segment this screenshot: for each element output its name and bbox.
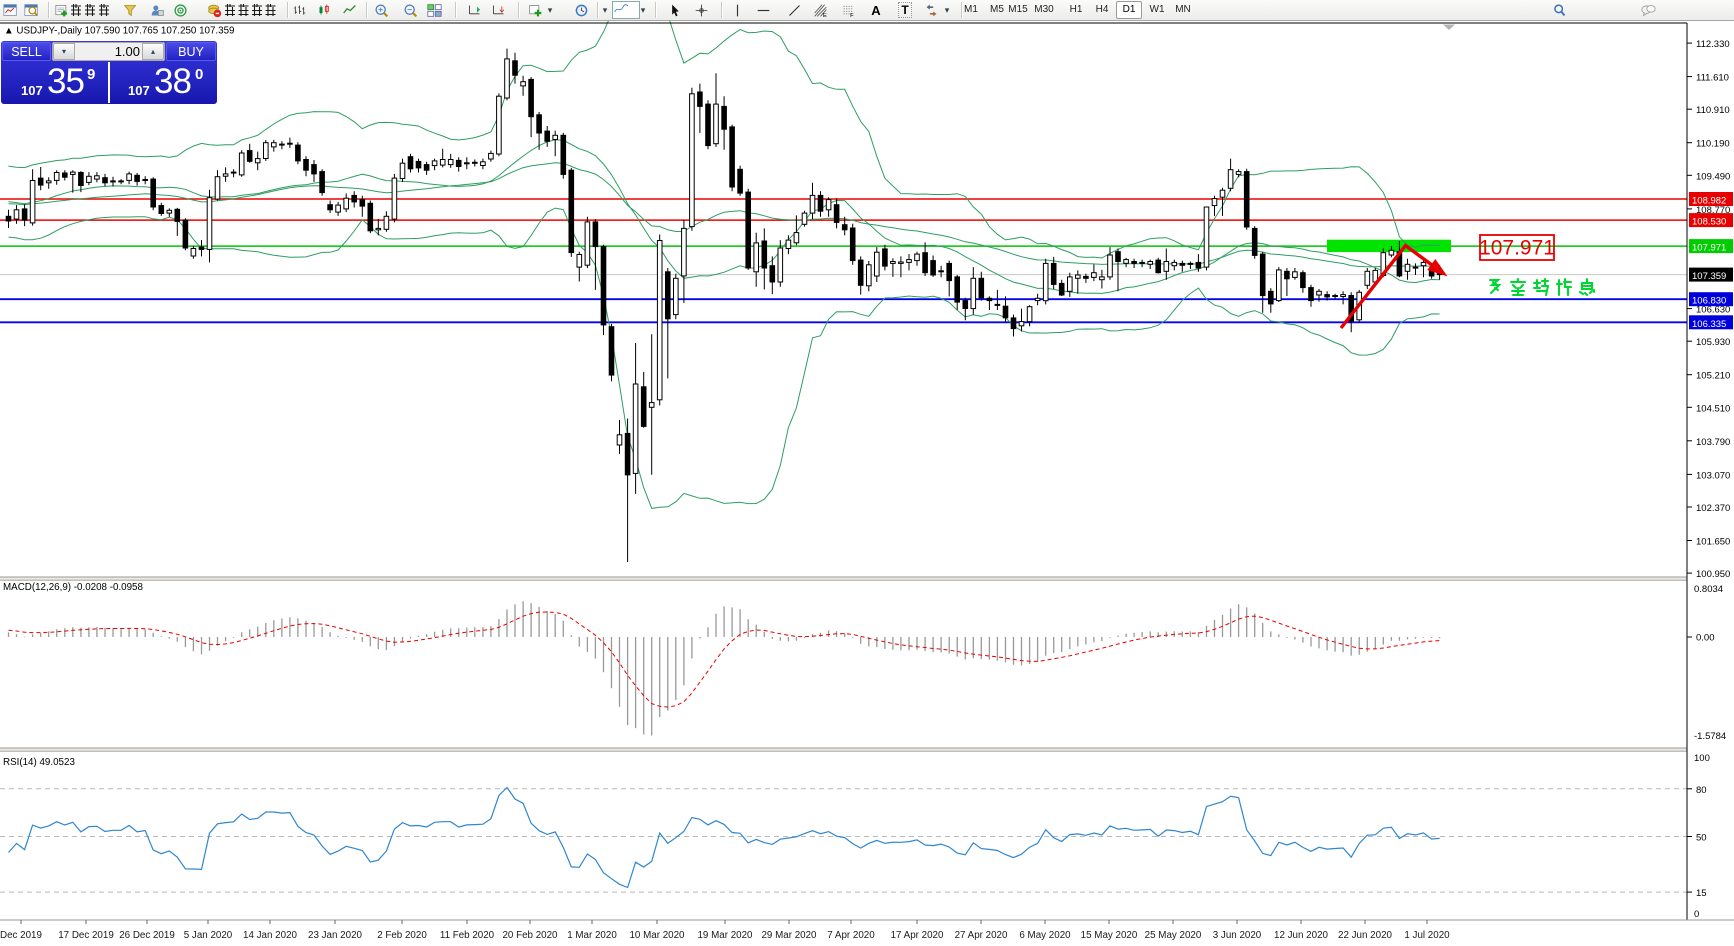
svg-text:MACD(12,26,9) -0.0208 -0.0958: MACD(12,26,9) -0.0208 -0.0958 (3, 582, 144, 593)
svg-text:7 Apr 2020: 7 Apr 2020 (827, 930, 875, 941)
svg-text:RSI(14) 49.0523: RSI(14) 49.0523 (3, 757, 75, 768)
svg-text:0: 0 (1694, 909, 1699, 920)
svg-text:102.370: 102.370 (1696, 503, 1730, 514)
svg-text:106.630: 106.630 (1696, 305, 1730, 316)
svg-text:5 Jan 2020: 5 Jan 2020 (184, 930, 233, 941)
svg-text:17 Apr 2020: 17 Apr 2020 (891, 930, 944, 941)
svg-text:22 Jun 2020: 22 Jun 2020 (1338, 930, 1392, 941)
svg-text:108.530: 108.530 (1692, 217, 1726, 228)
svg-text:107.971: 107.971 (1479, 237, 1555, 260)
svg-text:26 Dec 2019: 26 Dec 2019 (119, 930, 175, 941)
svg-text:100: 100 (1694, 753, 1710, 764)
svg-text:105.930: 105.930 (1696, 337, 1730, 348)
svg-text:1 Mar 2020: 1 Mar 2020 (567, 930, 617, 941)
svg-text:F: F (850, 13, 854, 18)
svg-text:25 May 2020: 25 May 2020 (1145, 930, 1202, 941)
svg-text:106.335: 106.335 (1692, 319, 1726, 330)
svg-text:23 Jan 2020: 23 Jan 2020 (308, 930, 362, 941)
svg-text:105.210: 105.210 (1696, 371, 1730, 382)
svg-text:15 May 2020: 15 May 2020 (1081, 930, 1138, 941)
svg-text:104.510: 104.510 (1696, 403, 1730, 414)
svg-text:1 Jul 2020: 1 Jul 2020 (1404, 930, 1450, 941)
svg-text:2 Feb 2020: 2 Feb 2020 (377, 930, 427, 941)
svg-text:15: 15 (1696, 888, 1707, 899)
svg-text:3 Jun 2020: 3 Jun 2020 (1213, 930, 1262, 941)
svg-text:E: E (823, 13, 827, 18)
svg-text:0.00: 0.00 (1696, 633, 1715, 644)
svg-text:▲ USDJPY-,Daily 107.590 107.76: ▲ USDJPY-,Daily 107.590 107.765 107.250 … (4, 26, 234, 37)
svg-text:107.359: 107.359 (1692, 271, 1726, 282)
svg-text:6 May 2020: 6 May 2020 (1019, 930, 1071, 941)
svg-text:0.8034: 0.8034 (1694, 584, 1723, 595)
svg-text:103.790: 103.790 (1696, 437, 1730, 448)
svg-text:-1.5784: -1.5784 (1694, 731, 1726, 742)
svg-text:106.830: 106.830 (1692, 296, 1726, 307)
svg-text:108.770: 108.770 (1696, 205, 1730, 216)
svg-text:111.610: 111.610 (1696, 73, 1729, 84)
svg-text:100.950: 100.950 (1696, 569, 1730, 580)
svg-text:27 Apr 2020: 27 Apr 2020 (955, 930, 1008, 941)
svg-text:12 Jun 2020: 12 Jun 2020 (1274, 930, 1328, 941)
svg-text:10 Mar 2020: 10 Mar 2020 (629, 930, 685, 941)
svg-text:109.490: 109.490 (1696, 171, 1730, 182)
svg-text:Dec 2019: Dec 2019 (0, 930, 42, 941)
svg-text:101.650: 101.650 (1696, 537, 1730, 548)
svg-text:29 Mar 2020: 29 Mar 2020 (761, 930, 817, 941)
svg-text:20 Feb 2020: 20 Feb 2020 (502, 930, 558, 941)
svg-text:14 Jan 2020: 14 Jan 2020 (243, 930, 297, 941)
svg-text:110.910: 110.910 (1696, 105, 1730, 116)
svg-text:110.190: 110.190 (1696, 139, 1730, 150)
svg-text:17 Dec 2019: 17 Dec 2019 (58, 930, 114, 941)
svg-text:11 Feb 2020: 11 Feb 2020 (440, 930, 495, 941)
svg-text:19 Mar 2020: 19 Mar 2020 (697, 930, 753, 941)
svg-text:50: 50 (1696, 833, 1707, 844)
svg-text:80: 80 (1696, 785, 1707, 796)
svg-text:108.982: 108.982 (1692, 196, 1726, 207)
svg-text:112.330: 112.330 (1696, 39, 1730, 50)
svg-text:107.971: 107.971 (1692, 243, 1726, 254)
svg-text:103.070: 103.070 (1696, 470, 1730, 481)
